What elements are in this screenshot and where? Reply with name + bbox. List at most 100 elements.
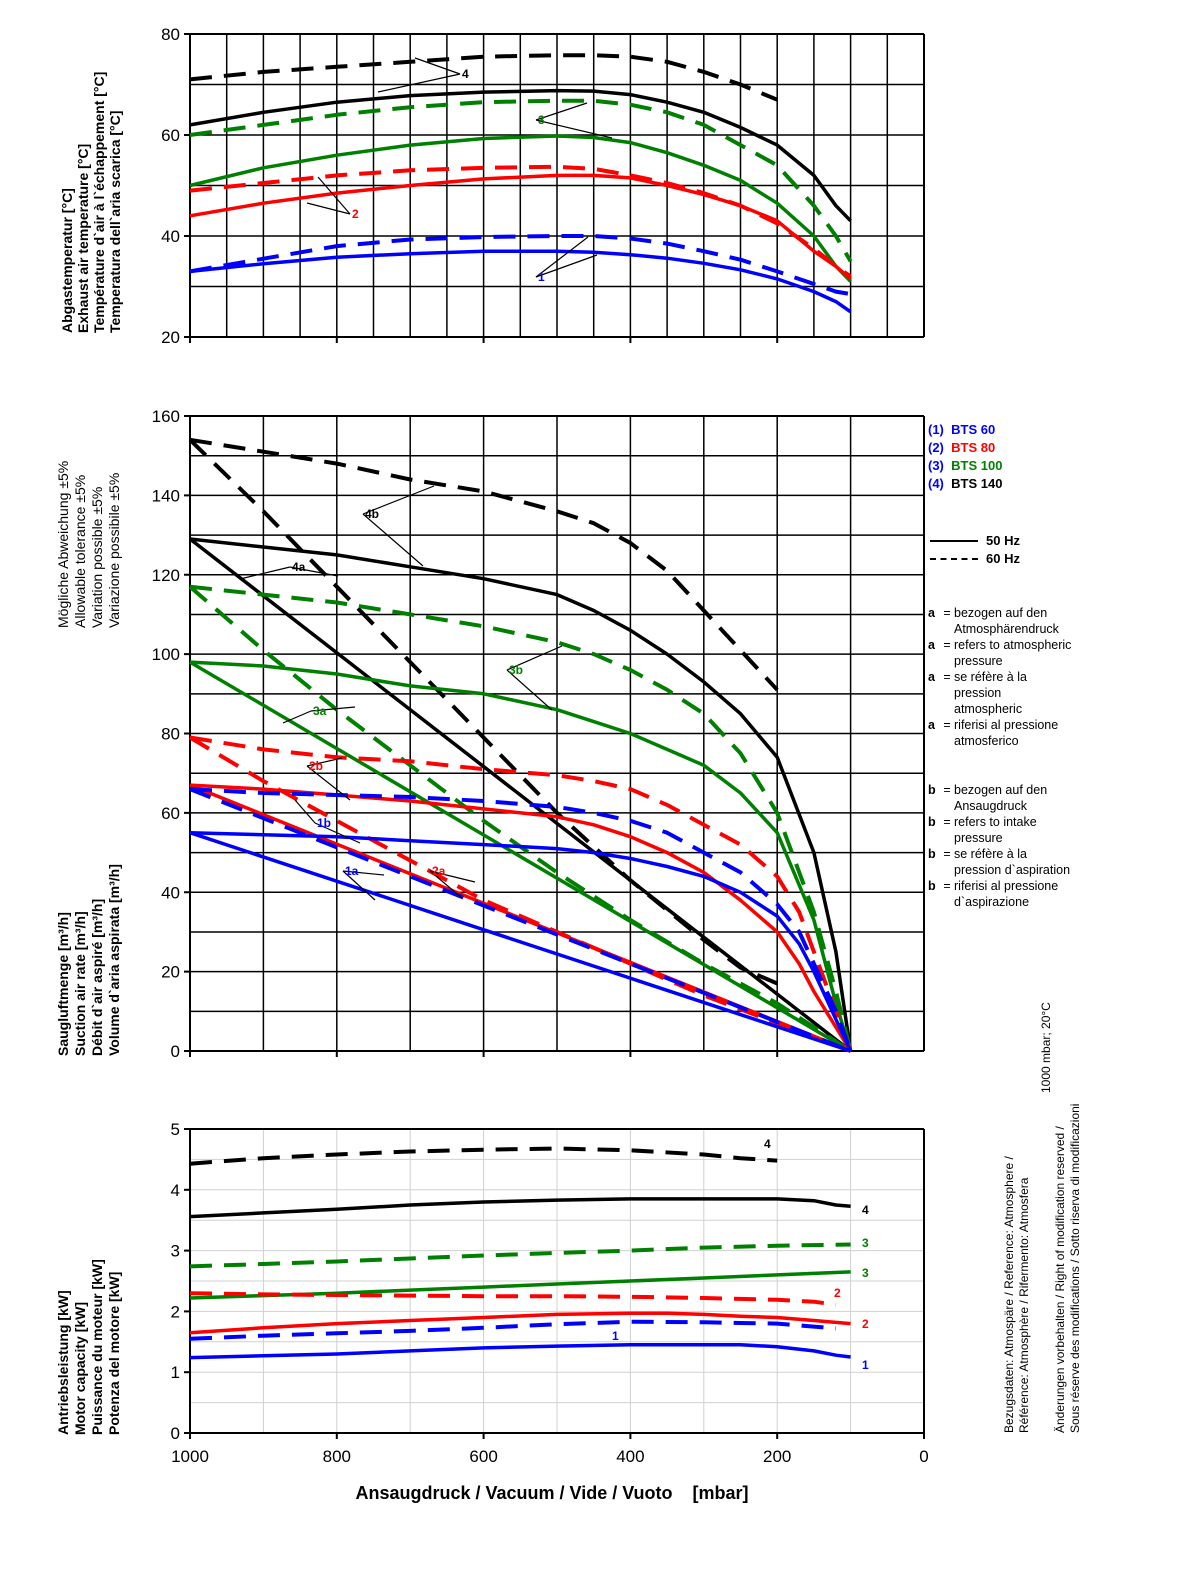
x-tick-label: 200 — [763, 1447, 791, 1466]
note-key: a — [928, 606, 935, 620]
x-tick-label: 600 — [469, 1447, 497, 1466]
curve-annotation-label: 2b — [309, 759, 323, 773]
y-tick-label: 40 — [161, 227, 180, 246]
note-key: b — [928, 879, 936, 893]
annotation-leader-line — [362, 513, 424, 567]
legend-60hz: 60 Hz — [930, 550, 1020, 568]
motor-capacity-chart: 0 1 2 3 4 5 1000 800 600 400 200 0 4 4 3 3 2 2 1 1 — [171, 1120, 929, 1466]
curve-annotation-label: 1 — [538, 270, 545, 284]
note-equals: = — [943, 847, 951, 861]
a-note-line: atmosferico — [928, 733, 1108, 749]
y-tick-label: 20 — [161, 963, 180, 982]
annotation-leader-line — [342, 870, 385, 876]
curve-annotation-label: 4 — [862, 1203, 869, 1217]
note-text: pression d`aspiration — [954, 863, 1071, 877]
annotation-leader-line — [429, 870, 463, 899]
a-note-line: Atmosphärendruck — [928, 621, 1108, 637]
note-text: atmospheric — [954, 702, 1023, 716]
series-line — [188, 438, 778, 986]
series-line — [189, 1291, 837, 1307]
note-key: a — [928, 638, 935, 652]
annotation-leader-line — [377, 73, 461, 93]
series-line — [189, 831, 852, 1053]
note-equals: = — [943, 718, 951, 732]
x-tick-label: 400 — [616, 1447, 644, 1466]
model-legend: (1) BTS 60 (2) BTS 80 (3) BTS 100 (4) BT… — [928, 421, 1002, 493]
b-notes: b = bezogen auf den Ansaugdruck b = refers to … — [928, 782, 1108, 910]
ylabel-line: Température d`air à l`échappement [°C] — [91, 72, 107, 333]
ylabel-line: Suction air rate [m³/h] — [72, 911, 88, 1056]
b-note-line: pression d`aspiration — [928, 862, 1108, 878]
series-line — [188, 537, 852, 1053]
annotation-leader-line — [306, 765, 351, 801]
series-line — [189, 735, 853, 1052]
bottom-chart-ylabel: Antriebsleistung [kW] Motor capacity [kW… — [55, 1259, 122, 1435]
y-tick-label: 140 — [152, 486, 180, 505]
dashed-line-swatch — [930, 558, 978, 560]
curve-annotation-label: 3 — [538, 113, 545, 127]
note-text: pressure — [954, 654, 1003, 668]
y-tick-label: 2 — [171, 1302, 180, 1321]
note-equals: = — [943, 783, 951, 797]
legend-50hz: 50 Hz — [930, 532, 1020, 550]
legend-model-bts60: (1) BTS 60 — [928, 421, 1002, 439]
b-note-line: b = refers to intake — [928, 814, 1108, 830]
annotation-leader-line — [294, 799, 316, 824]
ylabel-line: Volume d`aria aspirata [m³/h] — [106, 864, 122, 1056]
curve-annotation-label: 3 — [862, 1266, 869, 1280]
legend-number: (2) — [928, 440, 944, 455]
curve-annotation-label: 4b — [365, 507, 379, 521]
note-text: riferisi al pressione — [954, 718, 1059, 732]
curve-annotation-label: 2a — [432, 864, 446, 878]
legend-model-bts80: (2) BTS 80 — [928, 439, 1002, 457]
tolerance-line: Variazione possibile ±5% — [106, 473, 122, 628]
legend-number: (1) — [928, 422, 944, 437]
annotation-leader-line — [535, 254, 598, 278]
curve-annotation-label: 2 — [834, 1286, 841, 1300]
y-tick-label: 60 — [161, 804, 180, 823]
y-tick-label: 4 — [171, 1181, 180, 1200]
legend-number: (4) — [928, 476, 944, 491]
ylabel-line: Temperatura dell`aria scarica [°C] — [107, 111, 123, 333]
b-note-line: pressure — [928, 830, 1108, 846]
a-note-line: a = se réfère à la — [928, 669, 1108, 685]
a-note-line: pressure — [928, 653, 1108, 669]
note-text: refers to atmospheric — [954, 638, 1072, 652]
series-line — [189, 173, 852, 281]
y-tick-label: 160 — [152, 407, 180, 426]
a-note-line: a = riferisi al pressione — [928, 717, 1108, 733]
series-line — [189, 660, 853, 1052]
rights-note: Änderungen vorbehalten / Right of modifi… — [1053, 1104, 1082, 1433]
rights-line: Änderungen vorbehalten / Right of modifi… — [1053, 1125, 1067, 1433]
x-axis-title: Ansaugdruck / Vacuum / Vide / Vuoto [mba… — [355, 1483, 748, 1503]
y-tick-label: 0 — [171, 1042, 180, 1061]
note-key: b — [928, 847, 936, 861]
legend-model-name: BTS 140 — [951, 476, 1003, 491]
note-equals: = — [943, 638, 951, 652]
y-tick-label: 5 — [171, 1120, 180, 1139]
annotation-leader-line — [506, 669, 553, 711]
y-tick-label: 100 — [152, 645, 180, 664]
tolerance-line: Allowable tolerance ±5% — [72, 475, 88, 628]
series-line — [189, 88, 852, 223]
series-line — [189, 660, 852, 1053]
a-note-line: a = refers to atmospheric — [928, 637, 1108, 653]
reference-note: Bezugsdaten: Atmospäre / Reference: Atmo… — [1002, 1002, 1053, 1433]
rights-line: Sous réserve des modifications / Sotto r… — [1068, 1104, 1082, 1433]
reference-line: Référence: Atmosphère / Rifermento: Atmo… — [1017, 1177, 1031, 1433]
series-line — [189, 234, 851, 297]
note-text: refers to intake — [954, 815, 1037, 829]
mid-chart-ylabel: Saugluftmenge [m³/h] Suction air rate [m… — [55, 864, 122, 1056]
legend-model-bts140: (4) BTS 140 — [928, 475, 1002, 493]
annotation-leader-line — [289, 566, 339, 577]
curve-annotation-label: 2 — [352, 207, 359, 221]
curve-annotation-label: 2 — [862, 1317, 869, 1331]
annotation-leader-line — [535, 119, 613, 139]
curve-annotation-label: 1a — [345, 864, 359, 878]
y-tick-label: 3 — [171, 1242, 180, 1261]
ylabel-line: Débit d`air aspiré [m³/h] — [89, 899, 105, 1056]
note-text: se réfère à la — [954, 847, 1027, 861]
note-key: b — [928, 815, 936, 829]
note-key: b — [928, 783, 936, 797]
